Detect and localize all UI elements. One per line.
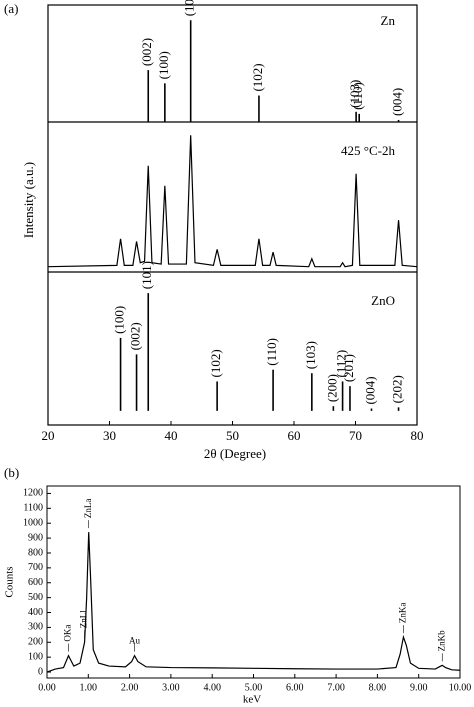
peak-label: (201) (341, 354, 356, 382)
x-axis-label: keV (243, 694, 261, 706)
y-tick-label: 800 (28, 547, 43, 558)
x-tick-label: 9.00 (410, 682, 428, 693)
y-tick-label: 1100 (23, 503, 43, 514)
x-tick-label: 40 (165, 428, 178, 443)
panel-label: (b) (4, 465, 19, 480)
x-tick-label: 20 (42, 428, 55, 443)
spectrum-line (46, 532, 461, 673)
x-tick-label: 1.00 (80, 682, 98, 693)
peak-annotation: ZnKa (397, 603, 407, 624)
panel-label: (a) (4, 1, 18, 16)
x-axis-label: 2θ (Degree) (204, 446, 266, 461)
x-tick-label: 7.00 (327, 682, 345, 693)
peak-label: (102) (250, 63, 265, 91)
y-tick-label: 200 (28, 637, 43, 648)
peak-label: (110) (264, 338, 279, 366)
y-tick-label: 300 (28, 622, 43, 633)
x-tick-label: 0.00 (38, 682, 56, 693)
panel-b-frame (46, 485, 461, 679)
x-tick-label: 30 (103, 428, 116, 443)
peak-label: (101) (139, 261, 154, 289)
peak-annotation: ZnLa (83, 499, 93, 519)
peak-annotation: ZnLl (79, 610, 89, 628)
sample-label: 425 °C-2h (341, 143, 395, 158)
y-tick-label: 900 (28, 532, 43, 543)
peak-label: (100) (156, 51, 171, 79)
y-tick-label: 500 (28, 592, 43, 603)
y-tick-label: 1200 (23, 488, 43, 499)
peak-label: (004) (390, 88, 405, 116)
x-tick-label: 70 (349, 428, 362, 443)
peak-annotation: ZnKb (436, 630, 446, 651)
peak-annotation: Au (129, 636, 140, 646)
peak-label: (202) (390, 375, 405, 403)
x-tick-label: 4.00 (203, 682, 221, 693)
y-tick-label: 100 (28, 651, 43, 662)
sample-label: Zn (381, 13, 396, 28)
peak-label: (200) (324, 374, 339, 402)
spectrum-line (47, 135, 418, 268)
peak-label: (110) (350, 82, 365, 110)
y-axis-label: Intensity (a.u.) (21, 162, 36, 238)
panel-a-frame (47, 4, 418, 426)
peak-label: (002) (128, 322, 143, 350)
y-tick-label: 400 (28, 607, 43, 618)
x-tick-label: 50 (226, 428, 239, 443)
y-tick-label: 0 (38, 666, 43, 677)
peak-label: (002) (139, 38, 154, 66)
x-tick-label: 2.00 (121, 682, 139, 693)
x-tick-label: 6.00 (286, 682, 304, 693)
x-tick-label: 80 (411, 428, 424, 443)
peak-label: (102) (208, 349, 223, 377)
y-tick-label: 1000 (23, 518, 43, 529)
x-tick-label: 60 (288, 428, 301, 443)
peak-label: (004) (362, 376, 377, 404)
peak-label: (100) (112, 306, 127, 334)
x-tick-label: 10.00 (449, 682, 472, 693)
x-tick-label: 5.00 (245, 682, 263, 693)
x-tick-label: 8.00 (369, 682, 387, 693)
peak-annotation: OKa (63, 625, 73, 642)
y-tick-label: 700 (28, 562, 43, 573)
sample-label: ZnO (371, 293, 395, 308)
peak-label: (101) (182, 0, 197, 16)
peak-label: (103) (347, 80, 362, 108)
y-axis-label: Counts (4, 566, 16, 597)
peak-label: (112) (334, 350, 349, 378)
x-tick-label: 3.00 (162, 682, 180, 693)
peak-label: (103) (303, 341, 318, 369)
y-tick-label: 600 (28, 577, 43, 588)
